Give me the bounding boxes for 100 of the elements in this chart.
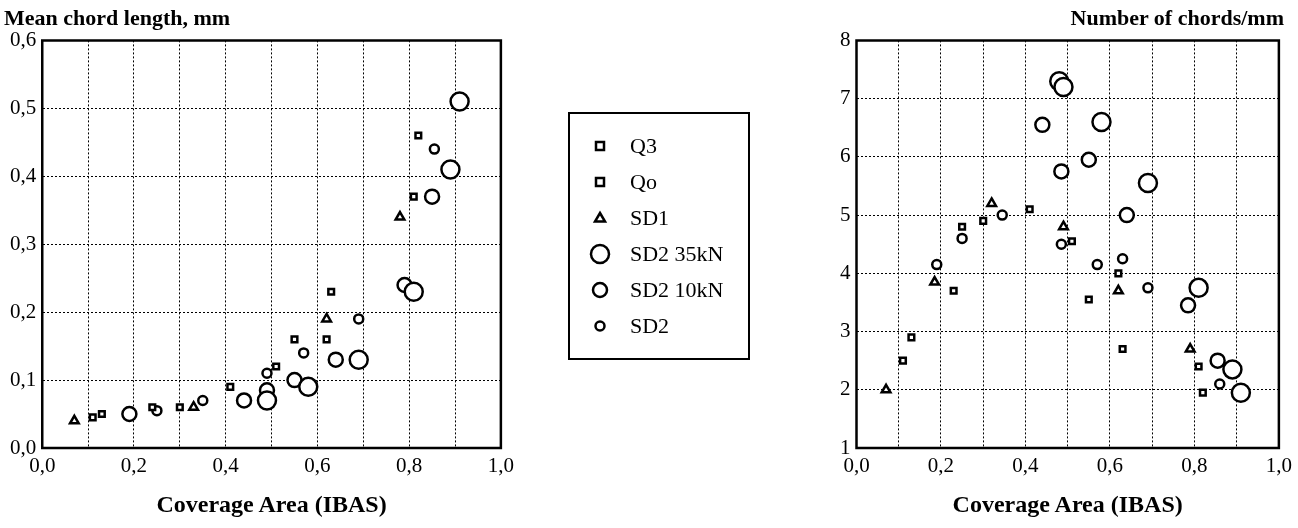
point (1142, 282, 1154, 294)
x-tick-label: 0,2 (927, 453, 955, 478)
point (409, 192, 418, 201)
point (298, 376, 319, 398)
y-tick-label: 2 (840, 376, 851, 401)
y-tick-label: 6 (840, 143, 851, 168)
y-tick-label: 8 (840, 26, 851, 51)
y-tick-label: 0,3 (10, 230, 37, 255)
point (1112, 284, 1124, 295)
y-tick-label: 0,4 (10, 162, 37, 187)
point (286, 371, 303, 389)
point (956, 232, 968, 245)
point (428, 143, 441, 155)
y-tick-label: 4 (840, 259, 851, 284)
point (352, 313, 365, 325)
point (121, 405, 138, 423)
legend-label: Qo (630, 168, 657, 196)
point (403, 281, 424, 302)
y-tick-label: 1 (840, 434, 851, 459)
point (880, 383, 892, 394)
legend-label: SD1 (630, 204, 670, 232)
y-tick-label: 0,5 (10, 94, 37, 119)
point (348, 349, 369, 370)
point (1194, 362, 1203, 371)
point (1198, 388, 1207, 397)
y-tick-label: 0,2 (10, 298, 37, 323)
point (1080, 151, 1098, 169)
point (1034, 116, 1051, 134)
x-tick-label: 0,4 (212, 453, 240, 478)
point (1209, 352, 1226, 369)
point (1057, 220, 1070, 231)
point (423, 188, 441, 205)
point (1213, 378, 1226, 390)
x-tick-label: 1,0 (1265, 453, 1292, 478)
point (256, 390, 278, 411)
y-tick-label: 3 (840, 318, 851, 343)
x-axis-title: Coverage Area (IBAS) (156, 490, 387, 517)
point (1053, 76, 1074, 98)
point (235, 392, 253, 409)
point (1055, 238, 1068, 250)
point (1067, 237, 1076, 246)
point (996, 209, 1008, 221)
point (175, 403, 184, 412)
x-tick-label: 0,2 (120, 453, 148, 478)
point (440, 159, 461, 180)
x-tick-label: 1,0 (487, 453, 514, 478)
point (449, 91, 470, 112)
point (1179, 297, 1197, 314)
x-tick-label: 0,6 (304, 453, 331, 478)
point (226, 382, 235, 391)
point (1084, 295, 1093, 304)
point (1091, 111, 1112, 133)
point (1230, 382, 1252, 403)
point (327, 351, 345, 368)
legend-label: Q3 (630, 132, 657, 160)
point (1116, 253, 1129, 265)
point (1025, 205, 1034, 214)
point (272, 362, 281, 371)
point (1137, 172, 1159, 194)
point (1184, 342, 1196, 353)
point (148, 403, 157, 412)
point (1114, 269, 1123, 278)
point (1118, 206, 1136, 224)
legend-label: SD2 (630, 312, 670, 340)
point (297, 347, 310, 359)
x-tick-label: 0,4 (1012, 453, 1040, 478)
point (1222, 359, 1243, 380)
point (261, 367, 273, 380)
point (327, 287, 336, 296)
point (929, 275, 941, 286)
point (290, 335, 299, 344)
x-axis-title: Coverage Area (IBAS) (952, 490, 1183, 517)
point (321, 312, 333, 323)
point (949, 286, 958, 295)
point (907, 333, 916, 342)
x-tick-label: 0,6 (1096, 453, 1124, 478)
point (414, 131, 423, 140)
y-tick-label: 7 (840, 85, 851, 110)
point (979, 216, 988, 225)
point (322, 335, 331, 344)
point (88, 413, 97, 422)
x-tick-label: 0,8 (1181, 453, 1208, 478)
point (958, 222, 967, 231)
point (931, 258, 943, 271)
point (197, 394, 209, 407)
point (986, 197, 998, 208)
y-tick-label: 5 (840, 201, 851, 226)
point (97, 409, 106, 419)
point (394, 210, 406, 221)
y-tick-label: 0,1 (10, 366, 37, 391)
point (898, 356, 908, 365)
point (1053, 163, 1070, 180)
point (1091, 258, 1103, 271)
point (1188, 277, 1209, 299)
legend-label: SD2 10kN (630, 276, 724, 304)
x-tick-label: 0,8 (396, 453, 423, 478)
point (68, 414, 80, 425)
point (1118, 344, 1127, 354)
legend-label: SD2 35kN (630, 240, 724, 268)
point (188, 400, 200, 411)
